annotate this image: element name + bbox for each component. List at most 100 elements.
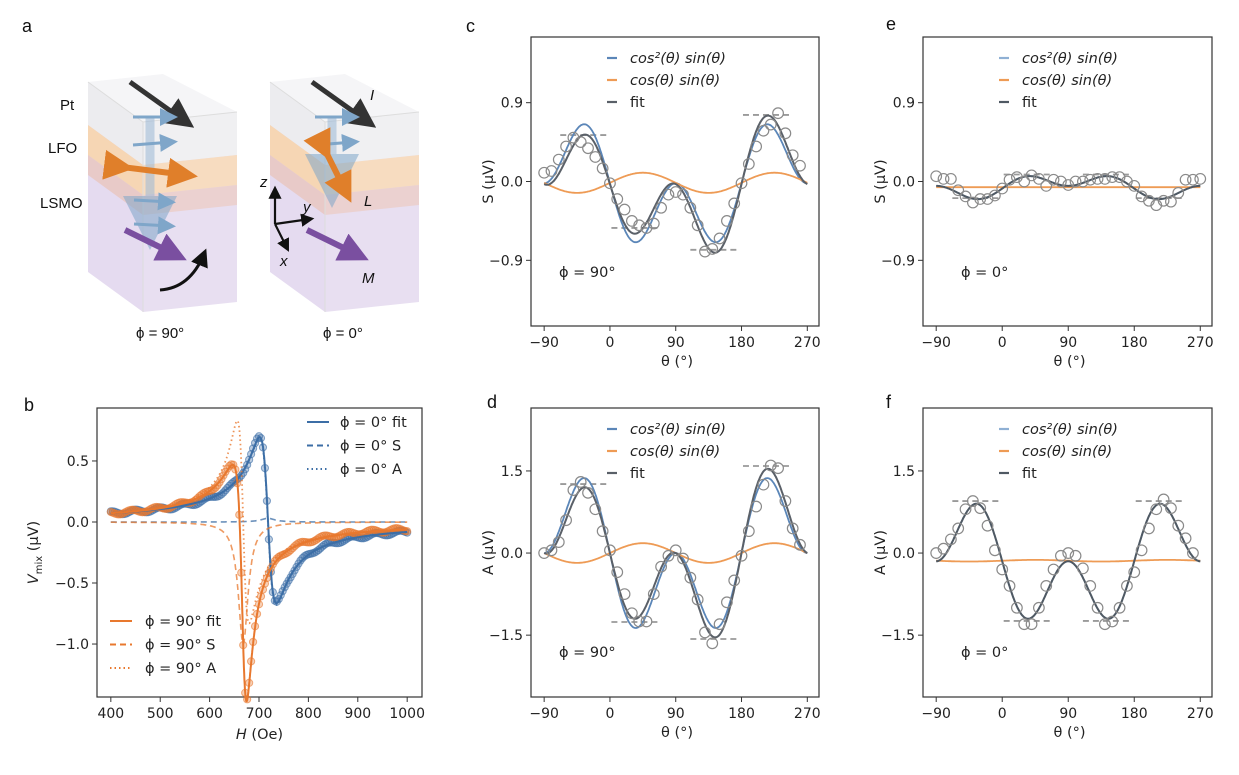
data-point	[988, 544, 1001, 557]
data-point	[1099, 618, 1111, 631]
data-point	[996, 563, 1009, 576]
spin-arrow	[132, 133, 178, 152]
layer-label-lsmo: LSMO	[40, 195, 83, 212]
data-point	[794, 538, 806, 551]
data-point	[618, 203, 631, 216]
chart-panel-b: 400 500 600 700 800 900 1000 0.5 0.0 −0.5 −1.0 ϕ = …	[26, 407, 425, 743]
x-tick-label: 270	[1187, 335, 1214, 351]
data-point	[1128, 179, 1141, 192]
data-point	[669, 186, 682, 198]
data-point	[611, 566, 624, 579]
series-line-fit	[543, 467, 808, 639]
data-point	[1091, 601, 1104, 614]
legend-top-right: ϕ = 0° fit ϕ = 0° S ϕ = 0° A	[307, 415, 407, 478]
data-point	[691, 219, 704, 232]
heterostructure-box	[269, 73, 420, 313]
data-point	[728, 197, 741, 210]
data-point	[937, 172, 950, 185]
legend-label: cos(θ) sin(θ)	[1022, 444, 1112, 460]
data-point	[1025, 169, 1038, 182]
data-point	[1040, 179, 1053, 192]
data-point	[677, 188, 689, 201]
data-point	[1054, 549, 1067, 562]
data-point	[662, 188, 675, 201]
layer-label-lfo: LFO	[48, 140, 77, 157]
y-tick-label: −1.5	[881, 628, 915, 644]
data-point	[742, 525, 755, 538]
data-point	[574, 136, 587, 148]
series-S-phi-90	[110, 521, 408, 646]
data-point	[1172, 186, 1185, 199]
x-tick-label: −90	[921, 335, 951, 351]
data-point	[1179, 532, 1192, 545]
spin-arrow	[133, 216, 176, 235]
data-point	[720, 596, 733, 609]
phi-annotation: ϕ = 90°	[559, 645, 616, 661]
x-tick-label: 180	[1121, 706, 1148, 722]
data-point	[1165, 195, 1177, 208]
x-tick-label: −90	[529, 335, 559, 351]
series-S-phi-0	[110, 517, 408, 523]
legend-label: cos²(θ) sin(θ)	[1022, 422, 1118, 438]
series-line-cossin	[543, 171, 808, 194]
chart-panel-c: −90 0 90 180 270 0.9 0.0 −0.9 cos²(θ) sin(θ) cos(…	[481, 36, 821, 370]
y-tick-label: 0.0	[67, 515, 89, 531]
data-point	[611, 193, 624, 205]
caption-phi-0: ϕ = 0°	[323, 325, 363, 342]
data-point	[1077, 562, 1089, 575]
x-tick-label: 90	[667, 706, 685, 722]
data-point	[1179, 173, 1192, 186]
data-point	[669, 544, 682, 557]
data-point	[633, 219, 646, 232]
data-point	[647, 217, 660, 230]
legend-label: fit	[1022, 95, 1037, 111]
neel-vector-arrow	[102, 149, 198, 188]
data-point	[1099, 172, 1111, 185]
data-point	[1040, 579, 1053, 592]
heterostructure-box	[87, 73, 238, 313]
data-point	[1062, 547, 1075, 559]
legend-label: ϕ = 0° A	[340, 462, 402, 478]
y-tick-label: 1.5	[501, 464, 523, 480]
data-point	[794, 159, 806, 172]
data-point	[1062, 179, 1075, 191]
data-point	[1047, 563, 1060, 576]
y-tick-label: −1.0	[55, 637, 89, 653]
y-tick-label: 0.0	[501, 546, 523, 562]
data-point	[952, 184, 965, 197]
legend-label: cos(θ) sin(θ)	[630, 444, 720, 460]
spin-arrow	[133, 192, 176, 211]
y-axis-label-sub: mix	[34, 556, 45, 575]
series-line-fit	[543, 114, 808, 254]
data-point	[1069, 175, 1082, 188]
data-point	[952, 522, 965, 535]
data-point	[633, 615, 646, 628]
data-point	[589, 503, 602, 516]
data-point	[1018, 618, 1031, 631]
x-tick-label: 0	[605, 335, 614, 351]
y-axis-label: Vmix (μV)	[26, 521, 45, 584]
data-point	[582, 142, 594, 155]
neel-label: L	[364, 193, 372, 210]
legend-label: cos(θ) sin(θ)	[1022, 73, 1112, 89]
x-tick-label: 270	[794, 335, 821, 351]
x-axis-label: θ (°)	[1053, 354, 1085, 370]
data-point	[996, 182, 1009, 195]
data-point	[640, 615, 653, 628]
data-point	[1172, 519, 1185, 532]
panel-label-f: f	[886, 392, 892, 412]
x-axis-label: H (Oe)	[236, 727, 283, 743]
data-point	[1025, 618, 1038, 631]
data-point	[981, 519, 994, 532]
y-axis-label: A (μV)	[481, 530, 497, 575]
series-line-fit	[936, 502, 1201, 620]
data-point	[596, 525, 609, 538]
data-point	[974, 502, 987, 515]
data-point	[655, 201, 668, 214]
chart-panel-f: −90 0 90 180 270 1.5 0.0 −1.5 cos²(θ) sin(θ) cos(…	[873, 407, 1214, 741]
magnetization-arrow	[123, 227, 187, 261]
data-point	[937, 542, 950, 555]
data-markers-phi-0	[106, 432, 412, 606]
data-point	[1047, 173, 1060, 186]
